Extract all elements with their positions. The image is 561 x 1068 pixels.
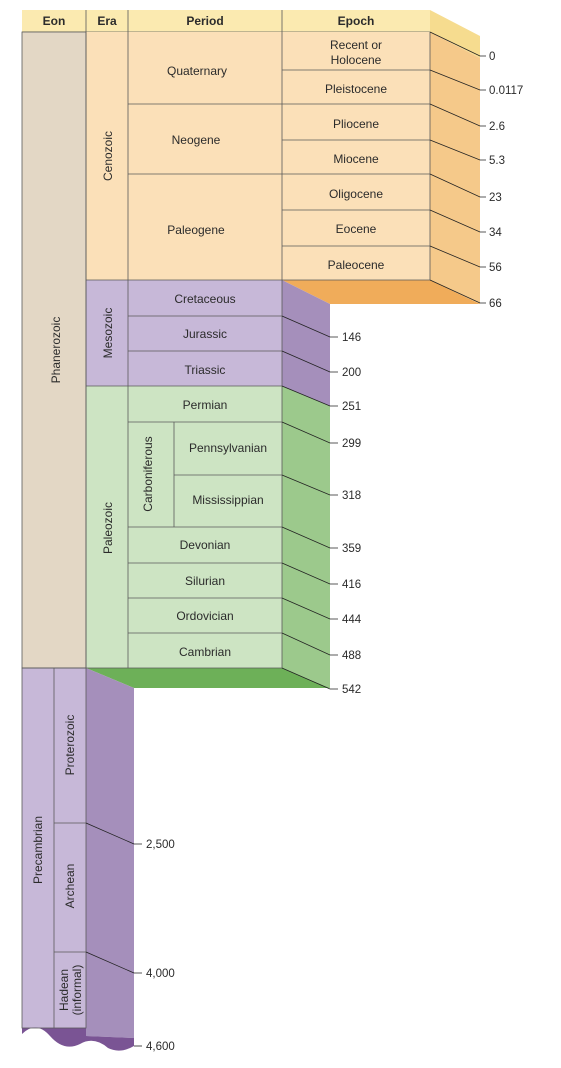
- period-cambrian: Cambrian: [179, 645, 231, 659]
- era-proterozoic: Proterozoic: [63, 715, 77, 776]
- header-epoch: Epoch: [338, 14, 375, 28]
- mesozoic-side-face: [282, 280, 330, 406]
- cenozoic-side-face: [430, 32, 480, 304]
- period-permian: Permian: [183, 398, 228, 412]
- epoch-paleocene: Paleocene: [328, 258, 385, 272]
- period-cretaceous: Cretaceous: [174, 292, 235, 306]
- epoch-pleistocene: Pleistocene: [325, 82, 387, 96]
- period-jurassic: Jurassic: [183, 327, 227, 341]
- period-mississippian: Mississippian: [192, 493, 263, 507]
- epoch-pliocene: Pliocene: [333, 117, 379, 131]
- era-mesozoic: Mesozoic: [101, 308, 115, 359]
- age-488: 488: [342, 650, 361, 662]
- period-quaternary: Quaternary: [167, 64, 227, 78]
- age-2500: 2,500: [146, 839, 175, 851]
- cenozoic-block: [86, 32, 430, 280]
- age-66: 66: [489, 298, 502, 310]
- phanerozoic-column: [22, 32, 86, 668]
- epoch-recent-line2: Holocene: [331, 53, 382, 67]
- age-318: 318: [342, 490, 361, 502]
- period-silurian: Silurian: [185, 574, 225, 588]
- age-0: 0: [489, 51, 495, 63]
- age-34: 34: [489, 227, 502, 239]
- age-4600: 4,600: [146, 1041, 175, 1053]
- period-pennsylvanian: Pennsylvanian: [189, 441, 267, 455]
- header-era: Era: [97, 14, 117, 28]
- cenozoic-bottom-face: [282, 280, 480, 304]
- age-2-6: 2.6: [489, 121, 505, 133]
- epoch-oligocene: Oligocene: [329, 187, 383, 201]
- era-cenozoic: Cenozoic: [101, 131, 115, 181]
- era-hadean-line1: Hadean: [57, 969, 71, 1011]
- precambrian-bottom-face: [22, 1027, 134, 1051]
- period-carboniferous: Carboniferous: [141, 436, 155, 511]
- age-146: 146: [342, 332, 361, 344]
- age-ticks: [85, 31, 486, 1047]
- precambrian-side-face: [86, 668, 134, 1038]
- age-23: 23: [489, 192, 502, 204]
- period-paleogene: Paleogene: [167, 223, 225, 237]
- epoch-recent-line1: Recent or: [330, 38, 382, 52]
- header-period: Period: [186, 14, 223, 28]
- epoch-eocene: Eocene: [336, 222, 377, 236]
- age-359: 359: [342, 543, 361, 555]
- age-416: 416: [342, 579, 361, 591]
- period-triassic: Triassic: [185, 363, 226, 377]
- epoch-miocene: Miocene: [333, 152, 379, 166]
- mesozoic-block: [86, 280, 282, 386]
- age-542: 542: [342, 684, 361, 696]
- period-ordovician: Ordovician: [176, 609, 233, 623]
- eon-phanerozoic: Phanerozoic: [49, 317, 63, 384]
- era-hadean-line2: (informal): [70, 965, 84, 1016]
- age-0-0117: 0.0117: [489, 85, 523, 97]
- age-251: 251: [342, 401, 361, 413]
- header-band: [22, 10, 430, 32]
- era-archean: Archean: [63, 864, 77, 909]
- period-neogene: Neogene: [172, 133, 221, 147]
- age-299: 299: [342, 438, 361, 450]
- paleozoic-side-face: [282, 386, 330, 688]
- age-200: 200: [342, 367, 361, 379]
- header-eon: Eon: [43, 14, 66, 28]
- eon-precambrian: Precambrian: [31, 816, 45, 884]
- era-paleozoic: Paleozoic: [101, 502, 115, 554]
- period-devonian: Devonian: [180, 538, 231, 552]
- age-5-3: 5.3: [489, 155, 505, 167]
- age-56: 56: [489, 262, 502, 274]
- paleozoic-bottom-face: [86, 668, 330, 688]
- age-4000: 4,000: [146, 968, 175, 980]
- age-444: 444: [342, 614, 362, 626]
- header-top-face: [430, 10, 480, 58]
